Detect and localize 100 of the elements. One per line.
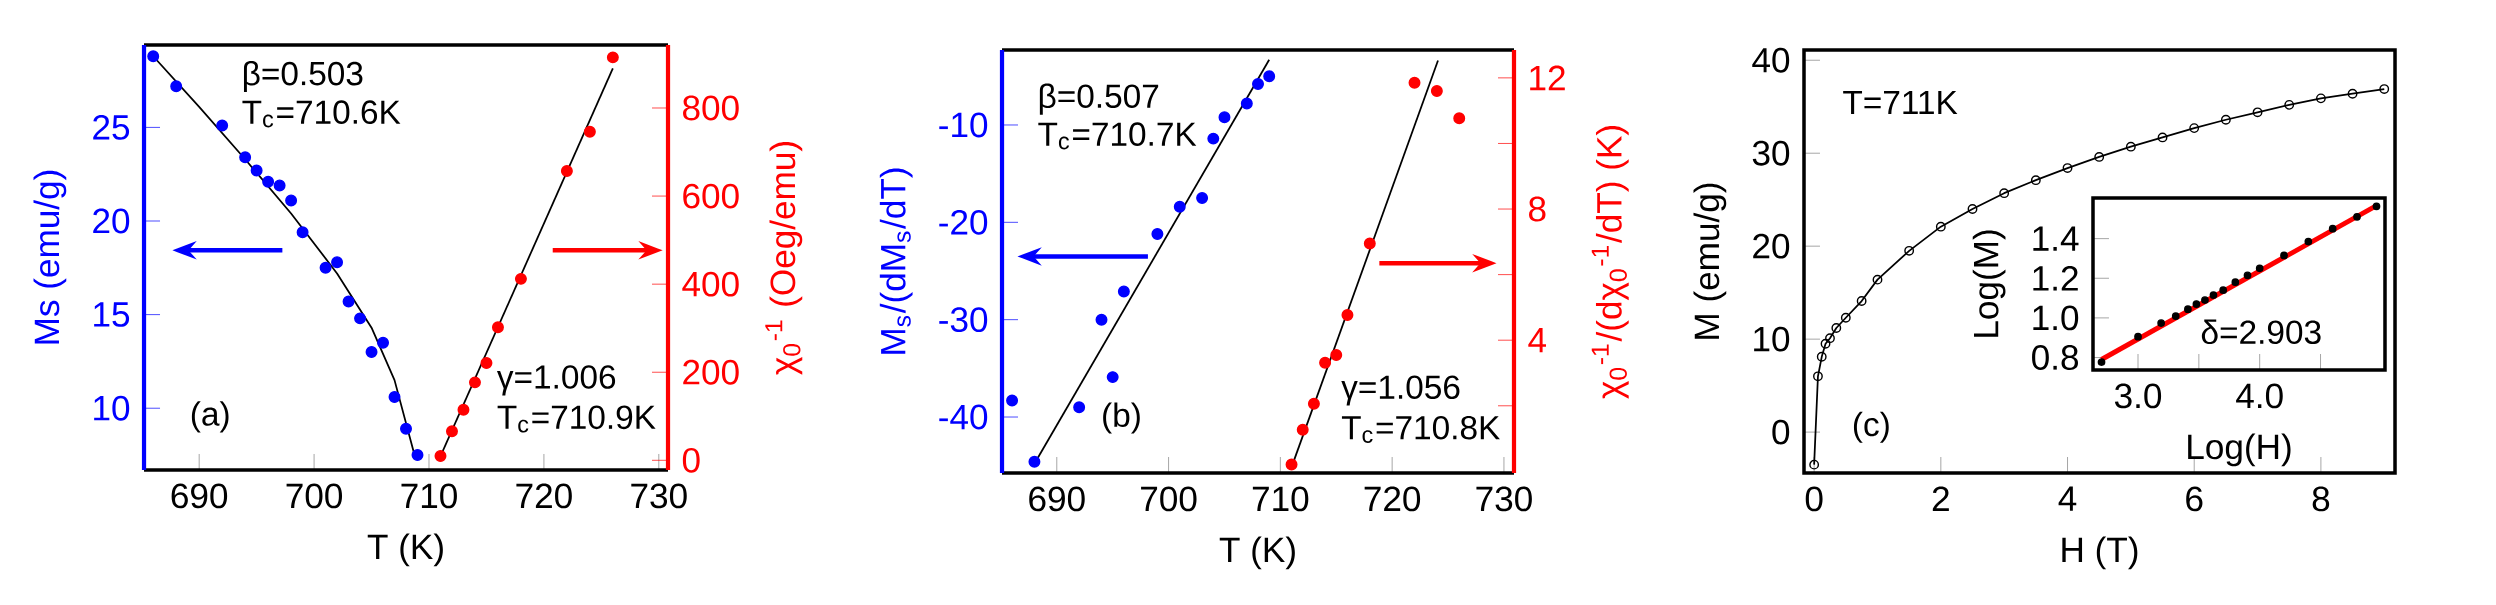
- point: [1872, 274, 1883, 285]
- point: [1967, 204, 1978, 214]
- point: [377, 336, 390, 349]
- point: [1173, 200, 1186, 213]
- point: [250, 164, 263, 177]
- y2-tick-label: 400: [682, 271, 739, 297]
- point: [1319, 356, 1332, 369]
- y-tick-label: -40: [939, 404, 988, 430]
- y-tick-label: -10: [939, 112, 988, 138]
- point: [1285, 458, 1298, 471]
- point: [2243, 271, 2252, 280]
- annotation: β=0.507: [1039, 83, 1159, 115]
- point: [1263, 70, 1276, 83]
- point: [1207, 132, 1220, 145]
- y-axis-title: M (emu/g): [1693, 183, 1727, 339]
- point: [2284, 99, 2295, 110]
- y-axis-title: M$_{s}$/(dM$_{s}$/dT): [879, 168, 913, 354]
- point: [262, 175, 275, 188]
- y-tick-label: 30: [1752, 140, 1790, 166]
- point: [2125, 141, 2136, 152]
- point: [2134, 332, 2142, 341]
- point: [1856, 296, 1867, 306]
- point: [296, 226, 309, 239]
- point: [2231, 278, 2240, 287]
- point: [1252, 78, 1264, 91]
- point: [342, 295, 355, 308]
- point: [434, 449, 447, 462]
- y-tick-label: 10: [94, 395, 130, 421]
- point: [147, 50, 160, 63]
- point: [2062, 163, 2073, 174]
- x-tick-label: 700: [286, 483, 343, 509]
- point: [1240, 97, 1253, 110]
- y-tick-label: 20: [1753, 233, 1790, 259]
- point: [1330, 348, 1343, 361]
- point: [1296, 423, 1309, 436]
- x-tick-label: 700: [1141, 486, 1197, 512]
- point: [354, 312, 367, 325]
- y2-tick-label: 4: [1528, 328, 1546, 353]
- x-tick-label: 710: [1252, 486, 1309, 512]
- y-tick-label: 0: [1772, 419, 1790, 445]
- point: [2157, 132, 2168, 143]
- point: [2379, 84, 2390, 94]
- y2-tick-label: 800: [683, 95, 739, 121]
- point: [216, 119, 229, 132]
- point: [468, 376, 481, 389]
- point: [1840, 312, 1851, 323]
- point: [411, 449, 424, 462]
- point: [1095, 313, 1108, 326]
- annotation: δ=2.903: [2201, 319, 2321, 345]
- y-tick-label: 15: [94, 302, 130, 327]
- point: [2252, 107, 2263, 118]
- y-axis-title: Log(M): [1972, 230, 2006, 337]
- y2-tick-label: 200: [683, 359, 739, 385]
- point: [1341, 308, 1354, 321]
- y-tick-label: 1.0: [2033, 305, 2079, 331]
- point: [319, 261, 332, 274]
- point: [1006, 394, 1019, 407]
- point: [2315, 93, 2326, 104]
- y2-tick-label: 12: [1530, 65, 1565, 91]
- x-tick-label: 4: [2058, 486, 2077, 511]
- point: [1935, 221, 1946, 232]
- y2-axis-title: χ$_{0}$$^{-1}$/(dχ$_{0}$$^{-1}$/dT) (K): [1591, 126, 1629, 399]
- point: [2304, 237, 2313, 246]
- annotation: (a): [191, 401, 229, 433]
- x-axis-title: Log(H): [2188, 433, 2291, 467]
- point: [1809, 459, 1820, 470]
- point: [400, 422, 412, 435]
- point: [1825, 333, 1835, 344]
- annotation: (c): [1853, 411, 1889, 443]
- x-axis-title: T (K): [1219, 536, 1295, 570]
- x-tick-label: 2: [1932, 486, 1949, 512]
- point: [514, 272, 527, 285]
- point: [2353, 212, 2361, 221]
- point: [1813, 371, 1823, 382]
- point: [2255, 264, 2264, 273]
- point: [2280, 251, 2288, 260]
- y2-tick-label: 600: [683, 183, 739, 209]
- point: [457, 403, 470, 416]
- x-tick-label: 710: [401, 483, 457, 509]
- x-tick-label: 690: [171, 483, 228, 509]
- y2-tick-label: 8: [1529, 196, 1546, 222]
- x-tick-label: 690: [1029, 486, 1085, 512]
- point: [1218, 111, 1231, 124]
- point: [285, 194, 298, 207]
- point: [480, 357, 493, 369]
- annotation: T$_{c}$=710.9K: [497, 405, 656, 433]
- point: [2094, 152, 2105, 162]
- point: [1453, 112, 1466, 125]
- point: [331, 256, 344, 269]
- point: [2328, 224, 2337, 233]
- point: [583, 125, 596, 138]
- point: [1073, 401, 1086, 414]
- annotation: T$_{c}$=710.6K: [242, 100, 401, 128]
- point: [239, 151, 252, 164]
- point: [2171, 312, 2180, 320]
- y-tick-label: -30: [939, 307, 988, 333]
- y-tick-label: -20: [939, 209, 988, 235]
- point: [2030, 175, 2041, 186]
- point: [1028, 455, 1041, 468]
- point: [1307, 397, 1320, 410]
